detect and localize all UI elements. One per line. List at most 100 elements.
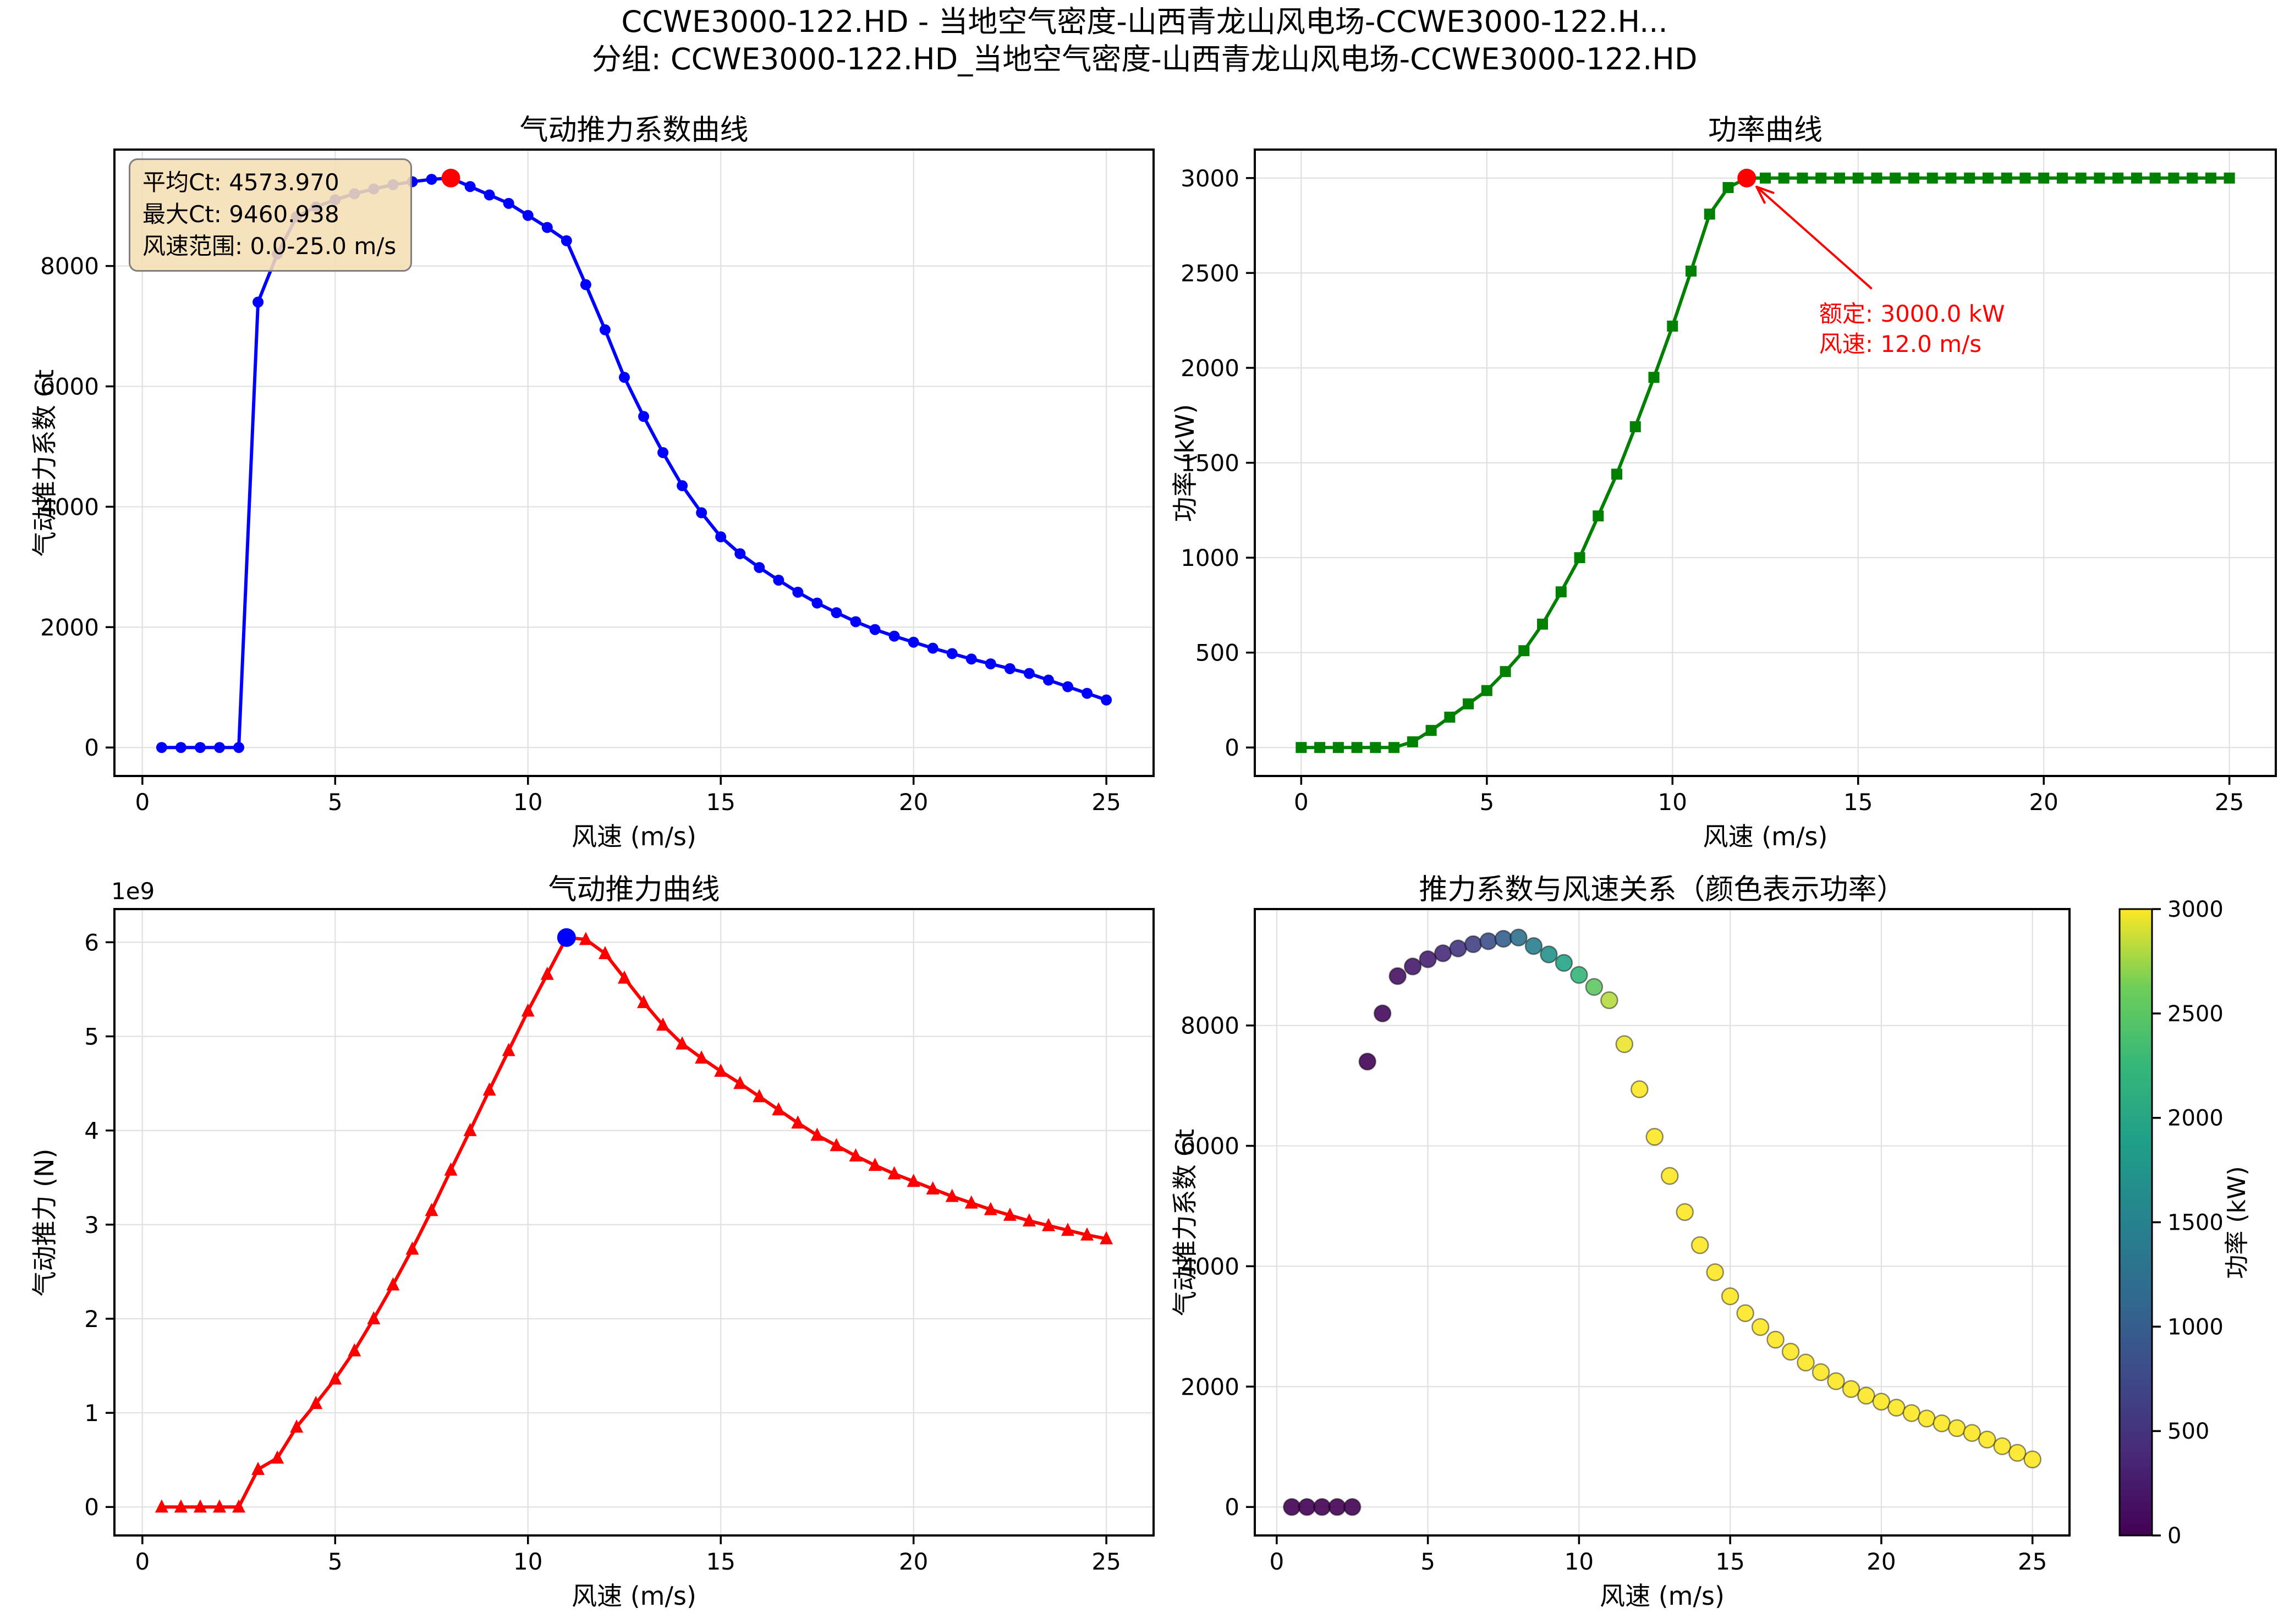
svg-text:0: 0 [1225, 734, 1239, 761]
svg-text:0: 0 [1269, 1548, 1284, 1575]
svg-text:6000: 6000 [40, 373, 99, 400]
svg-text:5: 5 [1479, 789, 1494, 816]
rated-power-point [1737, 168, 1756, 188]
svg-text:0: 0 [2167, 1523, 2181, 1549]
svg-text:20: 20 [899, 1548, 928, 1575]
svg-text:2500: 2500 [2167, 1001, 2224, 1027]
svg-text:10: 10 [1565, 1548, 1594, 1575]
svg-text:1: 1 [84, 1400, 99, 1427]
thrust-curve-offset-text: 1e9 [111, 878, 155, 905]
svg-text:1500: 1500 [2167, 1210, 2224, 1236]
svg-text:4: 4 [84, 1117, 99, 1144]
svg-text:25: 25 [1091, 789, 1121, 816]
svg-text:15: 15 [1843, 789, 1873, 816]
ct-curve-title: 气动推力系数曲线 [519, 114, 749, 147]
svg-text:2000: 2000 [40, 614, 99, 641]
svg-text:1500: 1500 [1181, 450, 1239, 477]
svg-text:25: 25 [2018, 1548, 2047, 1575]
scatter-title: 推力系数与风速关系（颜色表示功率） [1419, 873, 1906, 906]
thrust-curve-markers [155, 929, 1113, 1513]
thrust-curve-title: 气动推力曲线 [548, 873, 720, 906]
svg-text:10: 10 [513, 1548, 542, 1575]
ct-curve-ticks: 0 5 10 15 20 25 0 2000 4000 6000 8000 [40, 253, 1121, 816]
ct-stats-max: 最大Ct: 9460.938 [142, 200, 339, 228]
svg-text:15: 15 [1715, 1548, 1744, 1575]
ct-power-scatter-plot: 0 5 10 15 20 25 0 2000 4000 6000 8000 [1181, 908, 2071, 1575]
ct-power-scatter-spines [1254, 908, 2071, 1537]
thrust-curve-ticks: 0 5 10 15 20 25 0 1 2 3 4 5 6 [84, 929, 1121, 1575]
power-curve-xlabel: 风速 (m/s) [1703, 822, 1828, 851]
svg-text:3: 3 [84, 1212, 99, 1238]
svg-text:5: 5 [1420, 1548, 1435, 1575]
svg-text:3000: 3000 [2167, 897, 2224, 922]
svg-text:5: 5 [328, 789, 343, 816]
ct-power-scatter-grid [1255, 909, 2070, 1535]
thrust-curve-plot: 0 5 10 15 20 25 0 1 2 3 4 5 6 1e9 [84, 878, 1155, 1575]
colorbar-label: 功率 (kW) [2223, 1165, 2251, 1279]
svg-text:0: 0 [135, 789, 150, 816]
svg-text:25: 25 [2215, 789, 2244, 816]
ct-power-scatter-points [1283, 928, 2041, 1516]
svg-text:1000: 1000 [2167, 1314, 2224, 1340]
ct-power-scatter-ticks: 0 5 10 15 20 25 0 2000 4000 6000 8000 [1181, 1012, 2047, 1575]
svg-text:20: 20 [2029, 789, 2058, 816]
ct-curve-ylabel: 气动推力系数 Ct [30, 369, 59, 557]
power-colorbar: 0 500 1000 1500 2000 2500 3000 [2118, 897, 2224, 1549]
svg-text:4000: 4000 [1181, 1253, 1239, 1280]
svg-text:500: 500 [2167, 1419, 2209, 1444]
svg-text:5: 5 [328, 1548, 343, 1575]
rated-speed-line: 风速: 12.0 m/s [1819, 331, 1982, 358]
svg-text:6: 6 [84, 929, 99, 956]
svg-text:0: 0 [135, 1548, 150, 1575]
svg-text:15: 15 [706, 789, 735, 816]
ct-stats-mean: 平均Ct: 4573.970 [142, 169, 339, 196]
ct-stats-range: 风速范围: 0.0-25.0 m/s [142, 232, 397, 260]
power-curve-grid [1255, 150, 2276, 776]
thrust-curve-spines [113, 908, 1155, 1537]
svg-text:20: 20 [899, 789, 928, 816]
svg-text:5: 5 [84, 1023, 99, 1050]
svg-text:15: 15 [706, 1548, 735, 1575]
svg-text:25: 25 [1091, 1548, 1121, 1575]
thrust-curve-xlabel: 风速 (m/s) [572, 1581, 696, 1611]
svg-text:2000: 2000 [1181, 1373, 1239, 1400]
svg-text:2000: 2000 [2167, 1106, 2224, 1131]
figure-suptitle-line1: CCWE3000-122.HD - 当地空气密度-山西青龙山风电场-CCWE30… [621, 4, 1668, 39]
scatter-ylabel: 气动推力系数 Ct [1170, 1128, 1200, 1316]
figure-suptitle-line2: 分组: CCWE3000-122.HD_当地空气密度-山西青龙山风电场-CCWE… [591, 42, 1698, 76]
thrust-curve-line [160, 935, 1108, 1509]
svg-text:8000: 8000 [1181, 1012, 1239, 1039]
ct-stats-box: 平均Ct: 4573.970 最大Ct: 9460.938 风速范围: 0.0-… [129, 158, 413, 272]
scatter-xlabel: 风速 (m/s) [1600, 1581, 1725, 1611]
svg-text:0: 0 [1294, 789, 1309, 816]
power-curve-ticks: 0 5 10 15 20 25 0 500 1000 1500 2000 2500 3000 [1181, 165, 2244, 816]
svg-text:20: 20 [1867, 1548, 1896, 1575]
svg-text:10: 10 [1658, 789, 1687, 816]
svg-text:0: 0 [1225, 1494, 1239, 1521]
rated-annotation-arrow [1755, 185, 1873, 289]
rated-power-annotation: 额定: 3000.0 kW 风速: 12.0 m/s [1819, 299, 2005, 360]
svg-text:2000: 2000 [1181, 355, 1239, 382]
svg-text:0: 0 [84, 734, 99, 761]
svg-text:6000: 6000 [1181, 1133, 1239, 1160]
power-curve-plot: 0 5 10 15 20 25 0 500 1000 1500 2000 2500 3000 [1181, 148, 2277, 816]
power-curve-ylabel: 功率 (kW) [1170, 404, 1200, 522]
svg-text:4000: 4000 [40, 493, 99, 520]
rated-power-line: 额定: 3000.0 kW [1819, 300, 2005, 327]
ct-curve-xlabel: 风速 (m/s) [572, 822, 696, 851]
power-curve-title: 功率曲线 [1708, 114, 1823, 147]
thrust-curve-ylabel: 气动推力 (N) [30, 1148, 59, 1296]
svg-text:2500: 2500 [1181, 260, 1239, 287]
svg-text:8000: 8000 [40, 253, 99, 280]
thrust-curve-grid [114, 909, 1154, 1535]
max-thrust-point [557, 928, 576, 947]
svg-text:10: 10 [513, 789, 542, 816]
ct-curve-spines [113, 148, 1155, 777]
max-ct-point [441, 168, 460, 188]
svg-text:1000: 1000 [1181, 544, 1239, 571]
svg-text:3000: 3000 [1181, 165, 1239, 192]
svg-text:2: 2 [84, 1306, 99, 1333]
svg-text:0: 0 [84, 1494, 99, 1521]
svg-text:500: 500 [1195, 640, 1239, 667]
